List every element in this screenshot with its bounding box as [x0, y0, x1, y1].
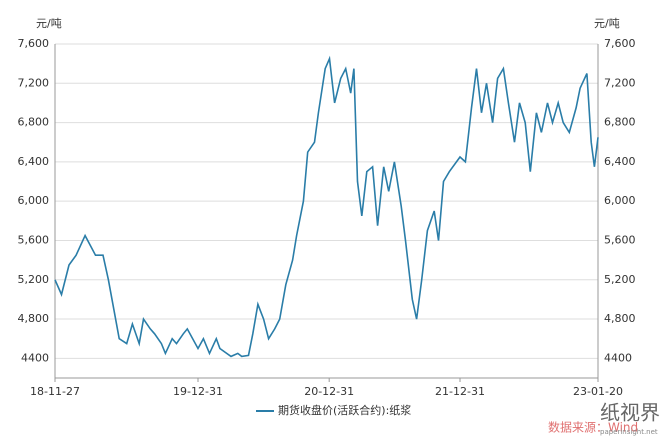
y2-tick-label: 7,200	[604, 76, 636, 89]
y-tick-label: 6,800	[18, 116, 50, 129]
y-tick-label: 7,600	[18, 37, 50, 50]
y-tick-label: 7,200	[18, 76, 50, 89]
x-tick-label: 18-11-27	[30, 385, 80, 398]
y-tick-label: 5,200	[18, 273, 50, 286]
source: 数据来源：Wind	[548, 420, 638, 435]
y2-tick-label: 4400	[604, 351, 632, 364]
y2-tick-label: 6,800	[604, 116, 636, 129]
y-tick-label: 4,800	[18, 312, 50, 325]
x-tick-label: 21-12-31	[435, 385, 485, 398]
y2-tick-label: 6,000	[604, 194, 636, 207]
y2-tick-label: 6,400	[604, 155, 636, 168]
legend-label: 期货收盘价(活跃合约):纸浆	[278, 403, 411, 417]
logo-url: paperinsight.net	[600, 428, 658, 436]
x-tick-label: 20-12-31	[304, 385, 354, 398]
y-tick-label: 4400	[21, 351, 49, 364]
x-tick-label: 23-01-20	[573, 385, 623, 398]
y2-tick-label: 5,600	[604, 233, 636, 246]
y2-tick-label: 5,200	[604, 273, 636, 286]
y2-tick-label: 7,600	[604, 37, 636, 50]
logo: 纸视界	[600, 401, 660, 425]
y-tick-label: 6,000	[18, 194, 50, 207]
y-tick-label: 6,400	[18, 155, 50, 168]
x-tick-label: 19-12-31	[173, 385, 223, 398]
y2-unit: 元/吨	[594, 17, 620, 30]
y-unit: 元/吨	[36, 17, 62, 30]
y-tick-label: 5,600	[18, 233, 50, 246]
y2-tick-label: 4,800	[604, 312, 636, 325]
line-series	[54, 55, 599, 358]
